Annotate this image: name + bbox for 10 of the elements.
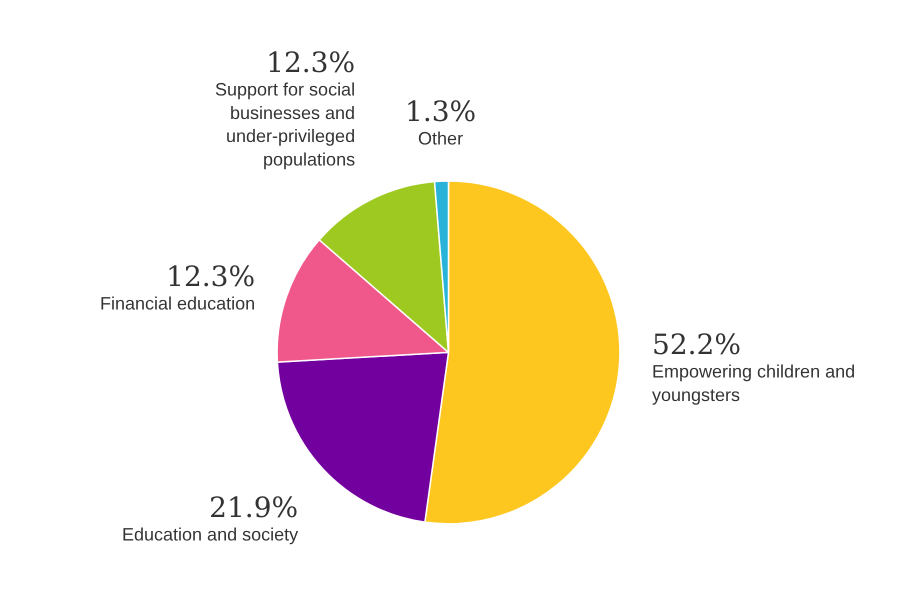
data-label: 12.3% xyxy=(166,260,256,293)
data-label: 1.3% xyxy=(405,95,476,128)
data-label: 52.2% xyxy=(652,328,741,361)
data-label: 21.9% xyxy=(209,491,298,524)
slice-label: Financial education xyxy=(100,293,256,314)
slice-label: Other xyxy=(418,128,464,148)
slice-label: Support for social businesses and under-privileged populations xyxy=(215,79,356,170)
data-label: 12.3% xyxy=(266,46,356,79)
slice-label: Education and society xyxy=(122,524,298,544)
slice-label: Empowering children and youngsters xyxy=(652,361,856,405)
